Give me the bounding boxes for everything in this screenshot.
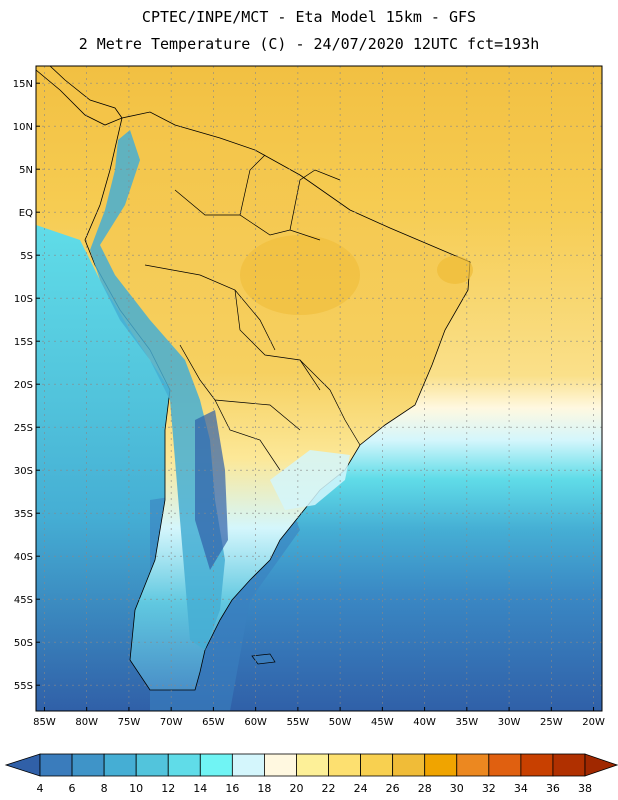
- colorbar-level-label: 26: [386, 782, 400, 795]
- map-frame: [35, 65, 603, 712]
- lon-tick-label: 80W: [75, 717, 98, 728]
- northeast-warm-core: [437, 256, 473, 284]
- colorbar-level-label: 36: [546, 782, 560, 795]
- lon-tick-label: 45W: [371, 717, 394, 728]
- colorbar-level-label: 20: [289, 782, 303, 795]
- colorbar-level-label: 28: [418, 782, 432, 795]
- lon-tick-label: 40W: [413, 717, 436, 728]
- colorbar-level-label: 12: [161, 782, 175, 795]
- colorbar-level-label: 16: [225, 782, 239, 795]
- lat-tick-label: 50S: [14, 638, 33, 649]
- lat-tick-label: 15S: [14, 337, 33, 348]
- southern-brazil-cool-area: [270, 450, 350, 510]
- lat-tick-label: 20S: [14, 380, 33, 391]
- map-plot-area: [36, 66, 602, 711]
- lat-tick-label: 15N: [13, 79, 33, 90]
- colorbar-segment: [360, 753, 394, 777]
- lon-tick-label: 85W: [33, 717, 56, 728]
- colorbar-segment: [103, 753, 137, 777]
- map-title-line2: 2 Metre Temperature (C) - 24/07/2020 12U…: [78, 35, 540, 53]
- colorbar-level-label: 34: [514, 782, 528, 795]
- lon-tick-label: 60W: [244, 717, 267, 728]
- colorbar-segment: [488, 753, 522, 777]
- colorbar: 4 6 8 10 12 14 16 18 20 22 24 26 28 30 32 34 36 38: [4, 753, 618, 795]
- lat-tick-label: 25S: [14, 423, 33, 434]
- colorbar-low-triangle: [4, 753, 41, 777]
- colorbar-level-label: 32: [482, 782, 496, 795]
- graticule: [36, 66, 602, 711]
- colorbar-segment: [199, 753, 233, 777]
- lon-tick-label: 30W: [498, 717, 521, 728]
- colorbar-segment: [71, 753, 105, 777]
- colorbar-segment: [424, 753, 458, 777]
- colorbar-high-triangle: [584, 753, 618, 777]
- andes-cold-band: [90, 130, 225, 650]
- falkland-islands: [251, 653, 276, 665]
- lat-tick-label: 35S: [14, 509, 33, 520]
- lat-tick-label: 10S: [14, 294, 33, 305]
- lon-tick-label: 20W: [582, 717, 605, 728]
- colorbar-level-label: 22: [322, 782, 336, 795]
- colorbar-segment: [231, 753, 265, 777]
- longitude-ticks: 85W 80W 75W 70W 65W 60W 55W 50W 45W 40W 35W 30W 25W 2…: [33, 707, 605, 728]
- colorbar-level-label: 8: [101, 782, 108, 795]
- colorbar-segment: [264, 753, 297, 777]
- colorbar-level-label: 30: [450, 782, 464, 795]
- lat-tick-label: 55S: [14, 681, 33, 692]
- lon-tick-label: 75W: [118, 717, 141, 728]
- lon-tick-label: 35W: [456, 717, 479, 728]
- colorbar-segment: [328, 753, 361, 777]
- lat-tick-label: 40S: [14, 552, 33, 563]
- colorbar-level-label: 4: [37, 782, 44, 795]
- colorbar-level-label: 18: [257, 782, 271, 795]
- map-title-line1: CPTEC/INPE/MCT - Eta Model 15km - GFS: [141, 8, 477, 26]
- central-america-landmass: [36, 66, 123, 126]
- colorbar-level-label: 38: [578, 782, 592, 795]
- lon-tick-label: 25W: [540, 717, 563, 728]
- lon-tick-label: 65W: [202, 717, 225, 728]
- lat-tick-label: 5N: [19, 165, 33, 176]
- political-borders: [144, 154, 361, 471]
- lon-tick-label: 50W: [329, 717, 352, 728]
- lat-tick-label: 45S: [14, 595, 33, 606]
- amazon-warm-core: [240, 235, 360, 315]
- lon-tick-label: 70W: [160, 717, 183, 728]
- colorbar-segment: [135, 753, 169, 777]
- colorbar-segment: [456, 753, 490, 777]
- latitude-ticks: 15N 10N 5N EQ 5S 10S 15S 20S 25S 30S 35S 40S 45S 50S 5…: [13, 79, 40, 692]
- colorbar-level-label: 10: [129, 782, 143, 795]
- lat-tick-label: 10N: [13, 122, 33, 133]
- colorbar-segment: [520, 753, 554, 777]
- colorbar-level-label: 24: [354, 782, 368, 795]
- patagonia-cold-core: [195, 410, 228, 570]
- colorbar-segment: [552, 753, 586, 777]
- colorbar-segment: [167, 753, 201, 777]
- colorbar-segment: [296, 753, 329, 777]
- lat-tick-label: EQ: [19, 208, 33, 219]
- lat-tick-label: 5S: [20, 251, 33, 262]
- colorbar-level-label: 6: [69, 782, 76, 795]
- lon-tick-label: 55W: [287, 717, 310, 728]
- colorbar-level-label: 14: [193, 782, 207, 795]
- lat-tick-label: 30S: [14, 466, 33, 477]
- colorbar-segment: [39, 753, 73, 777]
- colorbar-segment: [392, 753, 426, 777]
